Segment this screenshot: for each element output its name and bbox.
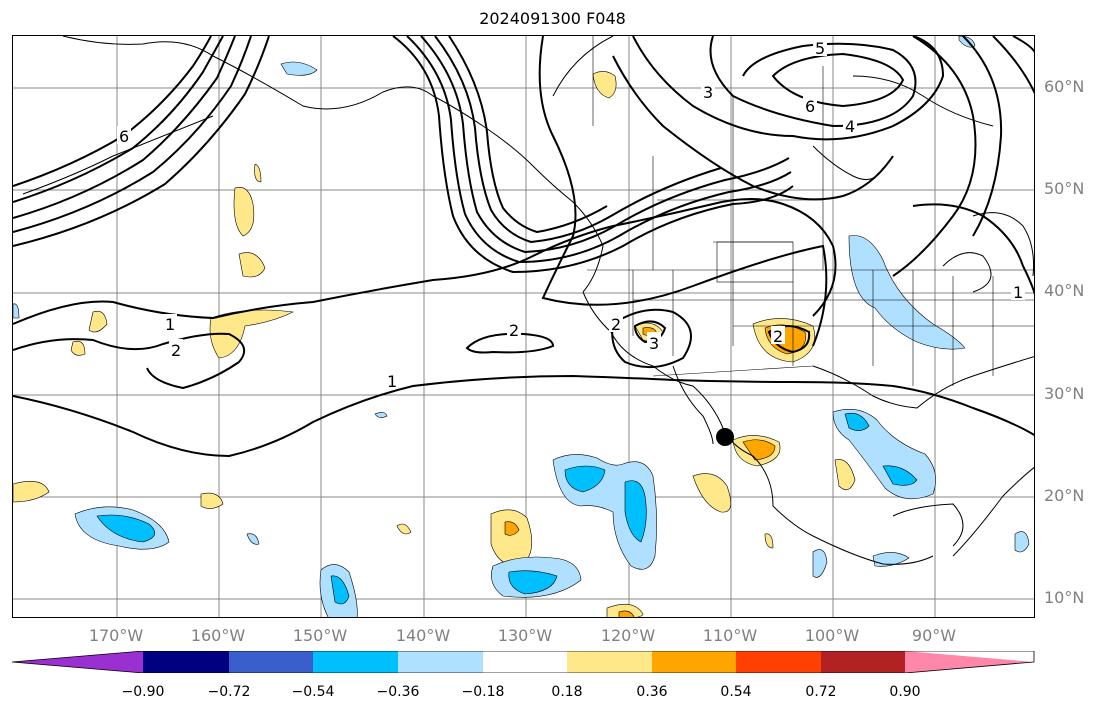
colorbar-tick-label: −0.36 bbox=[376, 684, 420, 700]
colorbar-segment bbox=[398, 651, 483, 673]
longitude-label: 130°W bbox=[497, 626, 553, 645]
contour-label: 2 bbox=[509, 321, 519, 340]
contour-label: 6 bbox=[805, 97, 815, 116]
colorbar-tick-label: −0.54 bbox=[291, 684, 335, 700]
contour-label: 2 bbox=[773, 327, 783, 346]
coastlines bbox=[22, 36, 1034, 565]
colorbar-tick-label: −0.72 bbox=[207, 684, 251, 700]
latitude-label: 50°N bbox=[1044, 179, 1085, 198]
contour-label: 1 bbox=[1013, 283, 1023, 302]
longitude-label: 120°W bbox=[600, 626, 656, 645]
longitude-label: 110°W bbox=[702, 626, 758, 645]
graticule bbox=[13, 36, 1034, 617]
colorbar-tick-label: 0.36 bbox=[636, 684, 668, 700]
contour-label: 1 bbox=[165, 315, 175, 334]
contour-label: 5 bbox=[815, 39, 825, 58]
contour-label: 4 bbox=[845, 117, 855, 136]
longitude-label: 170°W bbox=[88, 626, 144, 645]
contour-labels: 1 1 2 2 2 2 3 3 5 6 6 4 1 bbox=[117, 38, 1025, 391]
longitude-label: 160°W bbox=[190, 626, 246, 645]
map-title: 2024091300 F048 bbox=[479, 9, 626, 28]
colorbar-tick-label: −0.18 bbox=[461, 684, 505, 700]
colorbar-segment bbox=[143, 651, 229, 673]
latitude-label: 40°N bbox=[1044, 281, 1085, 300]
colorbar-extend-high bbox=[905, 651, 1034, 673]
map-panel: 1 1 2 2 2 2 3 3 5 6 6 4 1 bbox=[12, 35, 1035, 618]
colorbar bbox=[12, 651, 1035, 673]
latitude-label: 20°N bbox=[1044, 486, 1085, 505]
contour-label: 3 bbox=[649, 334, 659, 353]
contour-label: 1 bbox=[387, 372, 397, 391]
colorbar-tick-label: 0.54 bbox=[720, 684, 752, 700]
colorbar-segment bbox=[821, 651, 905, 673]
colorbar-extend-low bbox=[12, 651, 143, 673]
height-contours bbox=[13, 36, 1034, 458]
contour-label: 2 bbox=[171, 341, 181, 360]
colorbar-segment bbox=[567, 651, 652, 673]
longitude-label: 90°W bbox=[911, 626, 957, 645]
colorbar-tick-label: 0.18 bbox=[551, 684, 583, 700]
contour-label: 2 bbox=[611, 315, 621, 334]
colorbar-segment bbox=[229, 651, 313, 673]
colorbar-tick-label: 0.90 bbox=[889, 684, 921, 700]
contour-label: 6 bbox=[119, 127, 129, 146]
longitude-label: 150°W bbox=[292, 626, 348, 645]
colorbar-tick-label: −0.90 bbox=[121, 684, 165, 700]
storm-marker-icon bbox=[716, 428, 734, 446]
colorbar-tick-label: 0.72 bbox=[805, 684, 837, 700]
colorbar-segment bbox=[483, 651, 567, 673]
map-canvas: 1 1 2 2 2 2 3 3 5 6 6 4 1 bbox=[13, 36, 1034, 617]
latitude-label: 10°N bbox=[1044, 588, 1085, 607]
latitude-label: 60°N bbox=[1044, 77, 1085, 96]
colorbar-segment bbox=[313, 651, 398, 673]
longitude-label: 100°W bbox=[804, 626, 860, 645]
latitude-label: 30°N bbox=[1044, 384, 1085, 403]
colorbar-segment bbox=[652, 651, 736, 673]
contour-label: 3 bbox=[703, 83, 713, 102]
colorbar-segment bbox=[736, 651, 821, 673]
filled-anomalies bbox=[13, 36, 1030, 617]
longitude-label: 140°W bbox=[395, 626, 451, 645]
